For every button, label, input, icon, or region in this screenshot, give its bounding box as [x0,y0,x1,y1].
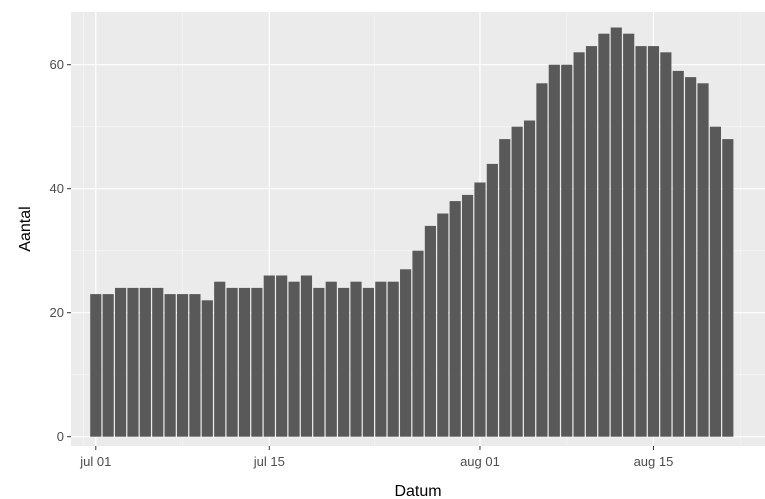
bar [152,287,164,437]
bar [238,287,251,437]
bar [523,120,536,437]
bar [647,46,660,437]
bar [251,287,263,437]
bar [90,294,102,437]
bar [486,163,498,437]
bar [102,294,114,437]
x-axis-title: Datum [394,483,441,499]
y-tick-label: 40 [50,181,64,196]
bar [263,275,275,437]
bar [598,33,610,437]
bar [511,126,523,437]
bar [313,287,325,437]
bar [573,52,585,437]
bar [585,46,598,437]
bar [635,46,647,437]
bar [362,287,374,437]
bar [548,64,560,437]
bar [449,201,461,437]
x-tick-label: aug 15 [634,454,674,469]
bar [499,139,511,437]
bar [226,287,238,437]
y-tick-label: 20 [50,305,64,320]
x-axis: jul 01 jul 15 aug 01 aug 15 [79,446,673,469]
bar [164,294,176,437]
bar [672,70,684,437]
bar [338,287,350,437]
bar [350,281,362,437]
bar [474,182,486,437]
bar [176,294,189,437]
bar [437,213,449,437]
bar [214,281,226,437]
bar [387,281,399,437]
bar [189,294,201,437]
bar [461,194,474,437]
bar [536,83,548,437]
bar [127,287,139,437]
bar [610,27,622,437]
bar [375,281,387,437]
bar [424,225,436,437]
bar [114,287,127,437]
bar [412,250,424,437]
bar-series [90,27,734,437]
y-axis: 0 20 40 60 [50,57,71,444]
bar [325,281,337,437]
bar [722,139,734,437]
bar [561,64,573,437]
bar [697,83,709,437]
bar [709,126,721,437]
y-tick-label: 0 [57,429,64,444]
x-tick-label: jul 15 [253,454,285,469]
y-axis-title: Aantal [17,206,34,251]
x-tick-label: aug 01 [460,454,500,469]
bar [139,287,151,437]
bar [276,275,288,437]
y-tick-label: 60 [50,57,64,72]
bar [288,281,300,437]
bar [623,33,635,437]
bar [201,300,213,437]
bar [685,77,697,437]
bar [300,275,313,437]
bar [660,52,672,437]
bar [400,269,412,437]
x-tick-label: jul 01 [79,454,111,469]
